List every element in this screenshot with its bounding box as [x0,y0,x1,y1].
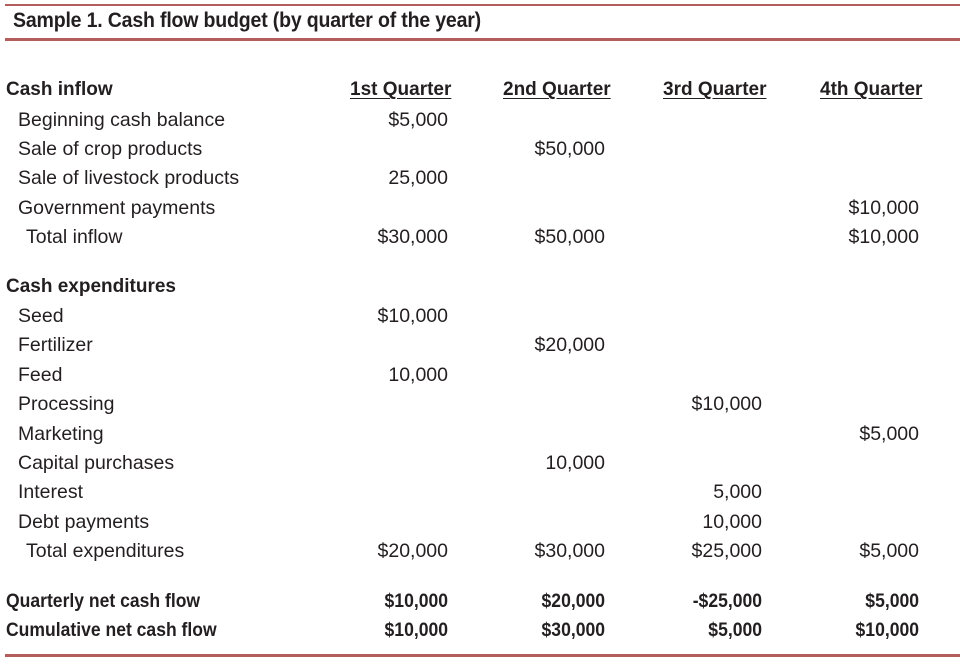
expenditures-header-row: Cash expenditures [0,276,960,302]
cell-q4: $10,000 [855,619,919,641]
total-expenditures-row: Total expenditures $20,000 $30,000 $25,0… [0,540,960,566]
cell-q1: 25,000 [388,167,448,189]
cell-q3: 5,000 [713,481,762,503]
table-row: Seed $10,000 [0,305,960,331]
cell-q2: $30,000 [541,619,605,641]
cell-q3: $10,000 [691,393,763,415]
table-row: Interest 5,000 [0,481,960,507]
total-inflow-row: Total inflow $30,000 $50,000 $10,000 [0,226,960,252]
cell-q3: $5,000 [708,619,762,641]
row-label: Total inflow [26,226,123,248]
column-header-q1: 1st Quarter [350,79,452,100]
row-label: Cumulative net cash flow [6,619,217,641]
table-row: Sale of livestock products 25,000 [0,167,960,193]
cell-q4: $10,000 [848,226,920,248]
row-label: Sale of livestock products [18,167,240,189]
row-label: Seed [18,305,64,327]
table-row: Sale of crop products $50,000 [0,138,960,164]
cell-q2: $50,000 [534,226,606,248]
cell-q1: $10,000 [384,590,448,612]
cell-q1: 10,000 [388,364,448,386]
row-label: Total expenditures [26,540,185,562]
bottom-rule [5,654,960,657]
row-label: Feed [18,364,63,386]
table-row: Processing $10,000 [0,393,960,419]
row-label: Sale of crop products [18,138,203,160]
row-label: Beginning cash balance [18,109,226,131]
table-row: Government payments $10,000 [0,197,960,223]
cell-q2: 10,000 [545,452,605,474]
cell-q3: $25,000 [691,540,763,562]
cell-q4: $5,000 [865,590,919,612]
cell-q2: $20,000 [541,590,605,612]
row-label: Capital purchases [18,452,175,474]
title-rule [5,38,960,41]
row-label: Quarterly net cash flow [6,590,201,612]
cumulative-net-cash-flow-row: Cumulative net cash flow $10,000 $30,000… [0,619,960,645]
column-header-q2: 2nd Quarter [503,79,611,100]
inflow-header-row: Cash inflow 1st Quarter 2nd Quarter 3rd … [0,79,960,105]
cell-q4: $5,000 [859,540,919,562]
row-label: Interest [18,481,84,503]
table-row: Capital purchases 10,000 [0,452,960,478]
table-row: Feed 10,000 [0,364,960,390]
table-row: Fertilizer $20,000 [0,334,960,360]
cell-q1: $10,000 [384,619,448,641]
cell-q1: $30,000 [377,226,449,248]
cell-q3: -$25,000 [692,590,762,612]
row-label: Marketing [18,423,104,445]
section-heading-expenditures: Cash expenditures [6,276,176,297]
table-title: Sample 1. Cash flow budget (by quarter o… [13,9,482,32]
table-row: Marketing $5,000 [0,423,960,449]
column-header-q3: 3rd Quarter [663,79,767,100]
quarterly-net-cash-flow-row: Quarterly net cash flow $10,000 $20,000 … [0,590,960,616]
row-label: Debt payments [18,511,150,533]
column-header-q4: 4th Quarter [820,79,923,100]
table-row: Debt payments 10,000 [0,511,960,537]
cell-q1: $5,000 [388,109,448,131]
section-heading-inflow: Cash inflow [6,79,113,100]
row-label: Fertilizer [18,334,93,356]
cell-q3: 10,000 [702,511,762,533]
row-label: Processing [18,393,115,415]
cell-q1: $10,000 [377,305,449,327]
cell-q1: $20,000 [377,540,449,562]
table-row: Beginning cash balance $5,000 [0,109,960,135]
cell-q2: $30,000 [534,540,606,562]
top-rule [5,4,960,6]
cell-q2: $20,000 [534,334,606,356]
row-label: Government payments [18,197,216,219]
cell-q2: $50,000 [534,138,606,160]
cell-q4: $5,000 [859,423,919,445]
cell-q4: $10,000 [848,197,920,219]
